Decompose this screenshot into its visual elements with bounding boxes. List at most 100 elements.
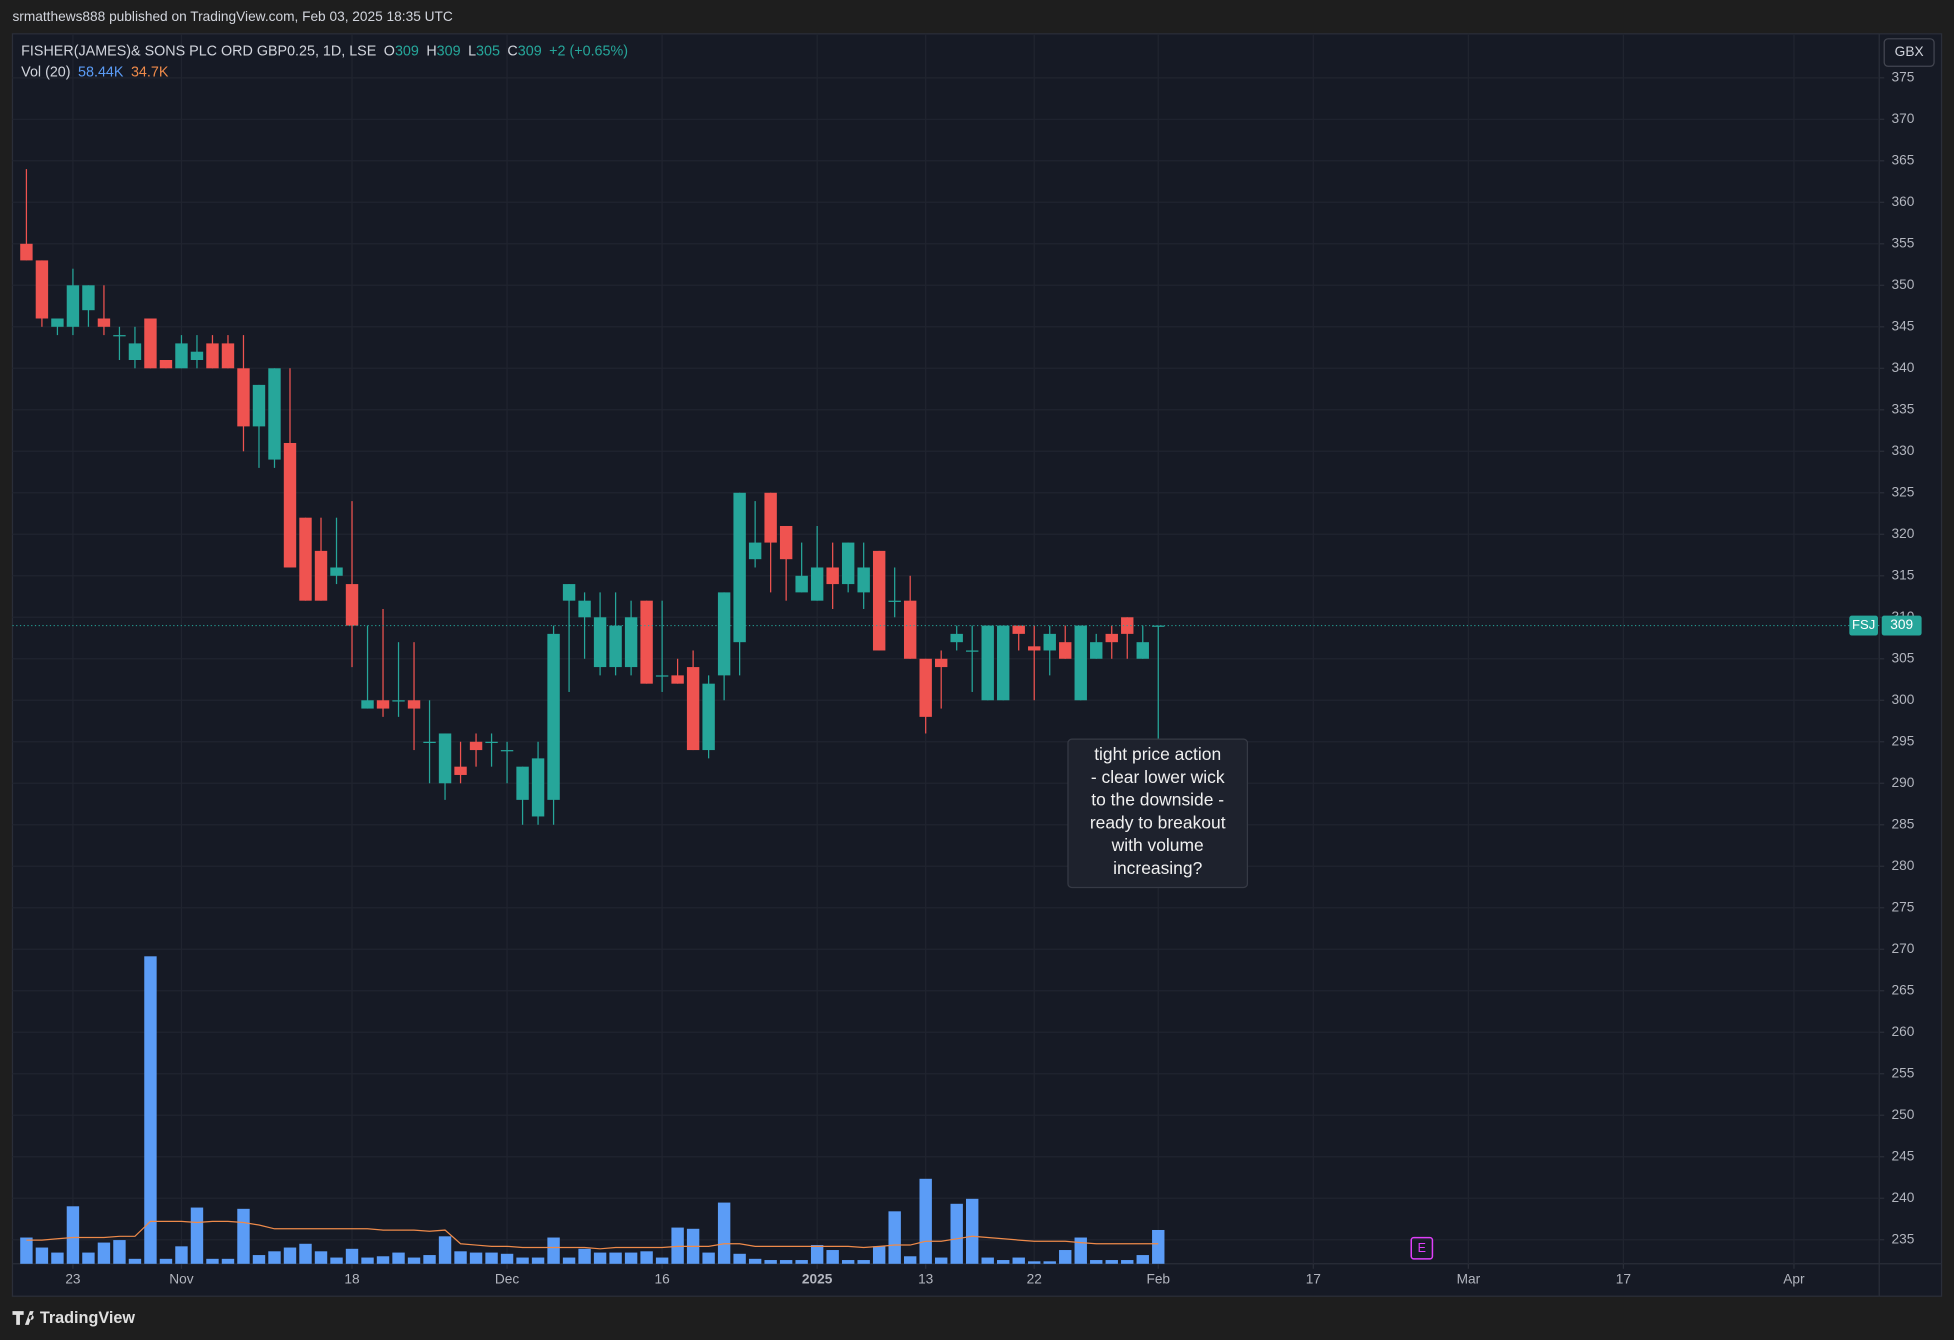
volume-bar: [345, 1248, 359, 1264]
y-tick-label: 290: [1891, 775, 1914, 790]
y-tick-label: 365: [1891, 152, 1914, 167]
volume-bar: [1028, 1261, 1041, 1264]
volume-bar: [562, 1257, 576, 1264]
ohlc-key: H: [426, 43, 436, 59]
legend-volume: Vol (20) 58.44K 34.7K: [21, 64, 169, 80]
volume-bar: [97, 1242, 111, 1264]
y-tick-label: 265: [1891, 982, 1914, 997]
volume-bar: [314, 1251, 328, 1264]
y-tick-label: 240: [1891, 1190, 1914, 1205]
volume-bar: [966, 1198, 979, 1264]
candle-body: [997, 625, 1010, 701]
volume-bar: [252, 1255, 266, 1264]
y-tick-label: 375: [1891, 69, 1914, 84]
candle-body: [268, 368, 281, 460]
volume-bar: [872, 1246, 886, 1264]
candle-body: [190, 351, 204, 360]
candle-body: [175, 343, 188, 369]
y-tick-label: 270: [1891, 941, 1914, 956]
candle-body: [66, 285, 80, 327]
volume-bar: [593, 1252, 607, 1264]
chart-area: [11, 33, 1943, 1297]
candle-body: [35, 260, 49, 319]
candle-body: [655, 675, 669, 677]
y-tick-label: 340: [1891, 360, 1914, 375]
candle-body: [810, 567, 824, 601]
y-tick-label: 285: [1891, 816, 1914, 831]
candle-body: [733, 492, 746, 643]
candle-body: [1136, 642, 1149, 659]
candle-body: [903, 600, 917, 659]
candle-body: [841, 542, 855, 585]
volume-bar: [795, 1260, 808, 1264]
y-tick-label: 330: [1891, 443, 1914, 458]
candle-body: [717, 592, 731, 676]
candle-body: [1090, 642, 1103, 659]
volume-bar: [934, 1257, 948, 1264]
x-tick-label: 17: [1616, 1272, 1631, 1287]
x-tick-label: Dec: [495, 1272, 519, 1287]
volume-bar: [330, 1257, 343, 1264]
candle-body: [981, 625, 994, 701]
x-tick-label: Nov: [169, 1272, 193, 1287]
x-tick-label: Feb: [1146, 1272, 1170, 1287]
volume-bar: [1121, 1260, 1134, 1264]
candle-body: [872, 550, 886, 651]
volume-ma-value: 34.7K: [131, 64, 169, 80]
candle-body: [624, 617, 638, 668]
annotation-line: to the downside -: [1091, 790, 1224, 810]
volume-ma-line: [26, 1220, 1159, 1250]
candle-body: [1043, 633, 1056, 651]
volume-bar: [779, 1260, 793, 1264]
candle-body: [562, 584, 576, 601]
volume-bar: [1059, 1250, 1072, 1264]
candle-body: [51, 318, 64, 327]
volume-bar: [66, 1206, 80, 1264]
y-tick-label: 355: [1891, 235, 1914, 250]
volume-bar: [640, 1251, 653, 1264]
annotation-line: tight price action: [1094, 744, 1221, 764]
candle-body: [640, 600, 653, 684]
candle-body: [407, 700, 421, 709]
candle-body: [531, 758, 545, 817]
y-tick-label: 370: [1891, 111, 1914, 126]
volume-bar: [485, 1252, 498, 1264]
candle-body: [376, 700, 390, 709]
y-tick-label: 275: [1891, 899, 1914, 914]
candle-body: [609, 625, 622, 668]
volume-bar: [376, 1256, 390, 1264]
symbol-title: FISHER(JAMES)& SONS PLC ORD GBP0.25, 1D,…: [21, 43, 376, 59]
volume-bar: [547, 1237, 560, 1264]
x-tick-label: 2025: [802, 1272, 833, 1287]
volume-bar: [82, 1252, 95, 1264]
volume-bar: [423, 1255, 436, 1264]
volume-bar: [221, 1258, 235, 1264]
volume-bar: [1074, 1237, 1087, 1264]
candle-body: [748, 542, 762, 560]
volume-bar: [903, 1256, 917, 1264]
candle-body: [128, 343, 142, 360]
volume-bar: [20, 1237, 33, 1264]
y-tick-label: 305: [1891, 650, 1914, 665]
x-tick-label: 16: [654, 1272, 670, 1287]
candle-body: [1074, 625, 1087, 701]
candle-body: [485, 741, 498, 744]
ohlc-key: L: [468, 43, 476, 59]
earnings-marker: [1410, 1236, 1434, 1260]
y-tick-label: 245: [1891, 1148, 1914, 1163]
candle-body: [423, 741, 436, 744]
candle-body: [237, 368, 250, 427]
y-tick-label: 345: [1891, 318, 1914, 333]
ohlc-value: 305: [476, 43, 500, 59]
last-price-label: 309: [1890, 617, 1913, 632]
volume-bar: [997, 1260, 1010, 1264]
volume-value: 58.44K: [78, 64, 124, 80]
candle-body: [283, 442, 297, 568]
ohlc-value: 309: [395, 43, 419, 59]
earnings-label: E: [1418, 1241, 1426, 1255]
volume-bar: [655, 1257, 669, 1264]
annotation-line: increasing?: [1113, 858, 1202, 878]
volume-bar: [159, 1258, 173, 1264]
candle-body: [330, 567, 343, 576]
